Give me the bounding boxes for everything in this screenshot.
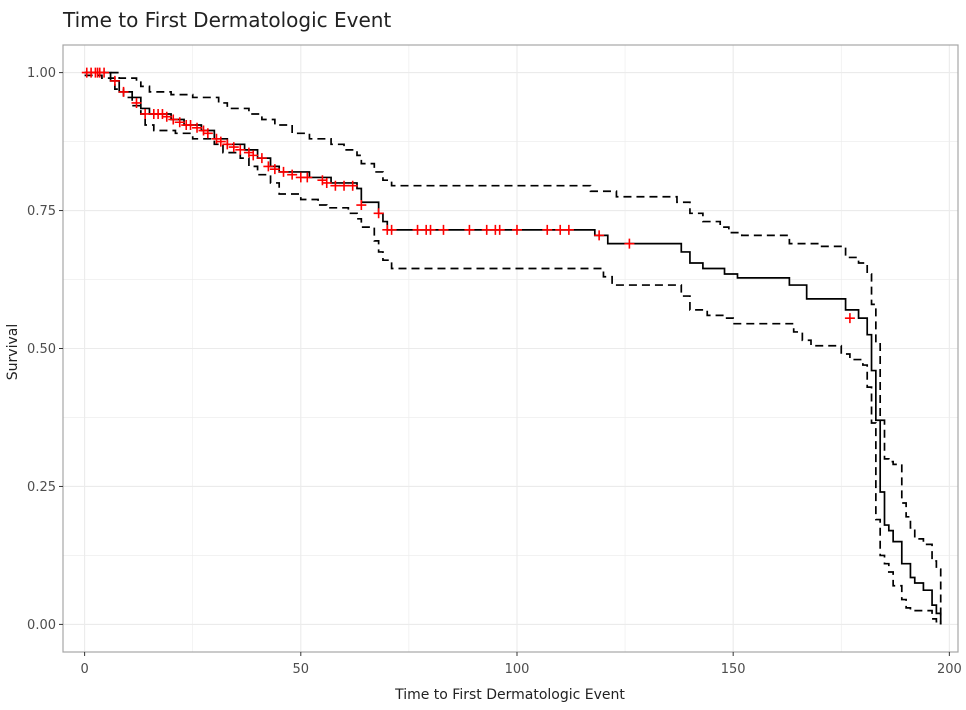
censor-mark — [215, 136, 226, 147]
censor-mark — [494, 224, 505, 235]
chart-title: Time to First Dermatologic Event — [63, 8, 392, 32]
y-tick-label: 0.00 — [27, 618, 56, 633]
censor-mark — [594, 230, 605, 241]
censor-mark — [302, 172, 313, 183]
y-tick-label: 0.25 — [27, 480, 56, 495]
censor-mark — [438, 224, 449, 235]
y-tick-label: 0.75 — [27, 204, 56, 219]
censor-mark — [185, 120, 196, 131]
y-tick-label: 0.50 — [27, 342, 56, 357]
x-tick-label: 50 — [293, 662, 310, 677]
censor-mark — [511, 224, 522, 235]
x-tick-label: 200 — [937, 662, 962, 677]
censor-mark — [386, 224, 397, 235]
censor-mark — [263, 161, 274, 172]
censor-mark — [464, 224, 475, 235]
censor-mark — [555, 224, 566, 235]
x-axis: 0 50 100 150 200 — [80, 652, 962, 677]
censor-mark — [235, 144, 246, 155]
censor-mark — [542, 224, 553, 235]
censor-mark — [373, 208, 384, 219]
series-estimate — [84, 71, 942, 625]
censor-mark — [202, 128, 213, 139]
censor-mark — [844, 313, 855, 324]
censor-mark — [99, 67, 110, 78]
censor-mark — [131, 97, 142, 108]
censor-mark — [269, 164, 280, 175]
x-tick-label: 100 — [505, 662, 530, 677]
censor-mark — [481, 224, 492, 235]
series-upper_ci — [84, 71, 942, 625]
censor-mark — [412, 224, 423, 235]
x-tick-label: 0 — [80, 662, 88, 677]
censor-mark — [339, 180, 350, 191]
censor-marks — [81, 67, 855, 324]
censor-mark — [109, 75, 120, 86]
censor-mark — [174, 117, 185, 128]
censor-mark — [321, 177, 332, 188]
censor-mark — [228, 142, 239, 153]
censor-mark — [330, 180, 341, 191]
survival-curves — [84, 71, 942, 625]
x-tick-label: 150 — [721, 662, 746, 677]
y-axis: 0.00 0.25 0.50 0.75 1.00 — [27, 66, 63, 633]
censor-mark — [140, 108, 151, 119]
censor-mark — [425, 224, 436, 235]
censor-mark — [624, 238, 635, 249]
y-tick-label: 1.00 — [27, 66, 56, 81]
x-axis-title: Time to First Dermatologic Event — [394, 687, 625, 703]
censor-mark — [222, 139, 233, 150]
grid-lines — [63, 45, 958, 652]
censor-mark — [563, 224, 574, 235]
series-lower_ci — [84, 74, 942, 625]
censor-mark — [248, 150, 259, 161]
censor-mark — [118, 86, 129, 97]
censor-mark — [256, 153, 267, 164]
censor-mark — [168, 114, 179, 125]
censor-mark — [347, 180, 358, 191]
censor-mark — [161, 111, 172, 122]
censor-mark — [287, 169, 298, 180]
censor-mark — [278, 166, 289, 177]
censor-mark — [356, 200, 367, 211]
y-axis-title: Survival — [5, 324, 21, 380]
censor-mark — [192, 122, 203, 133]
